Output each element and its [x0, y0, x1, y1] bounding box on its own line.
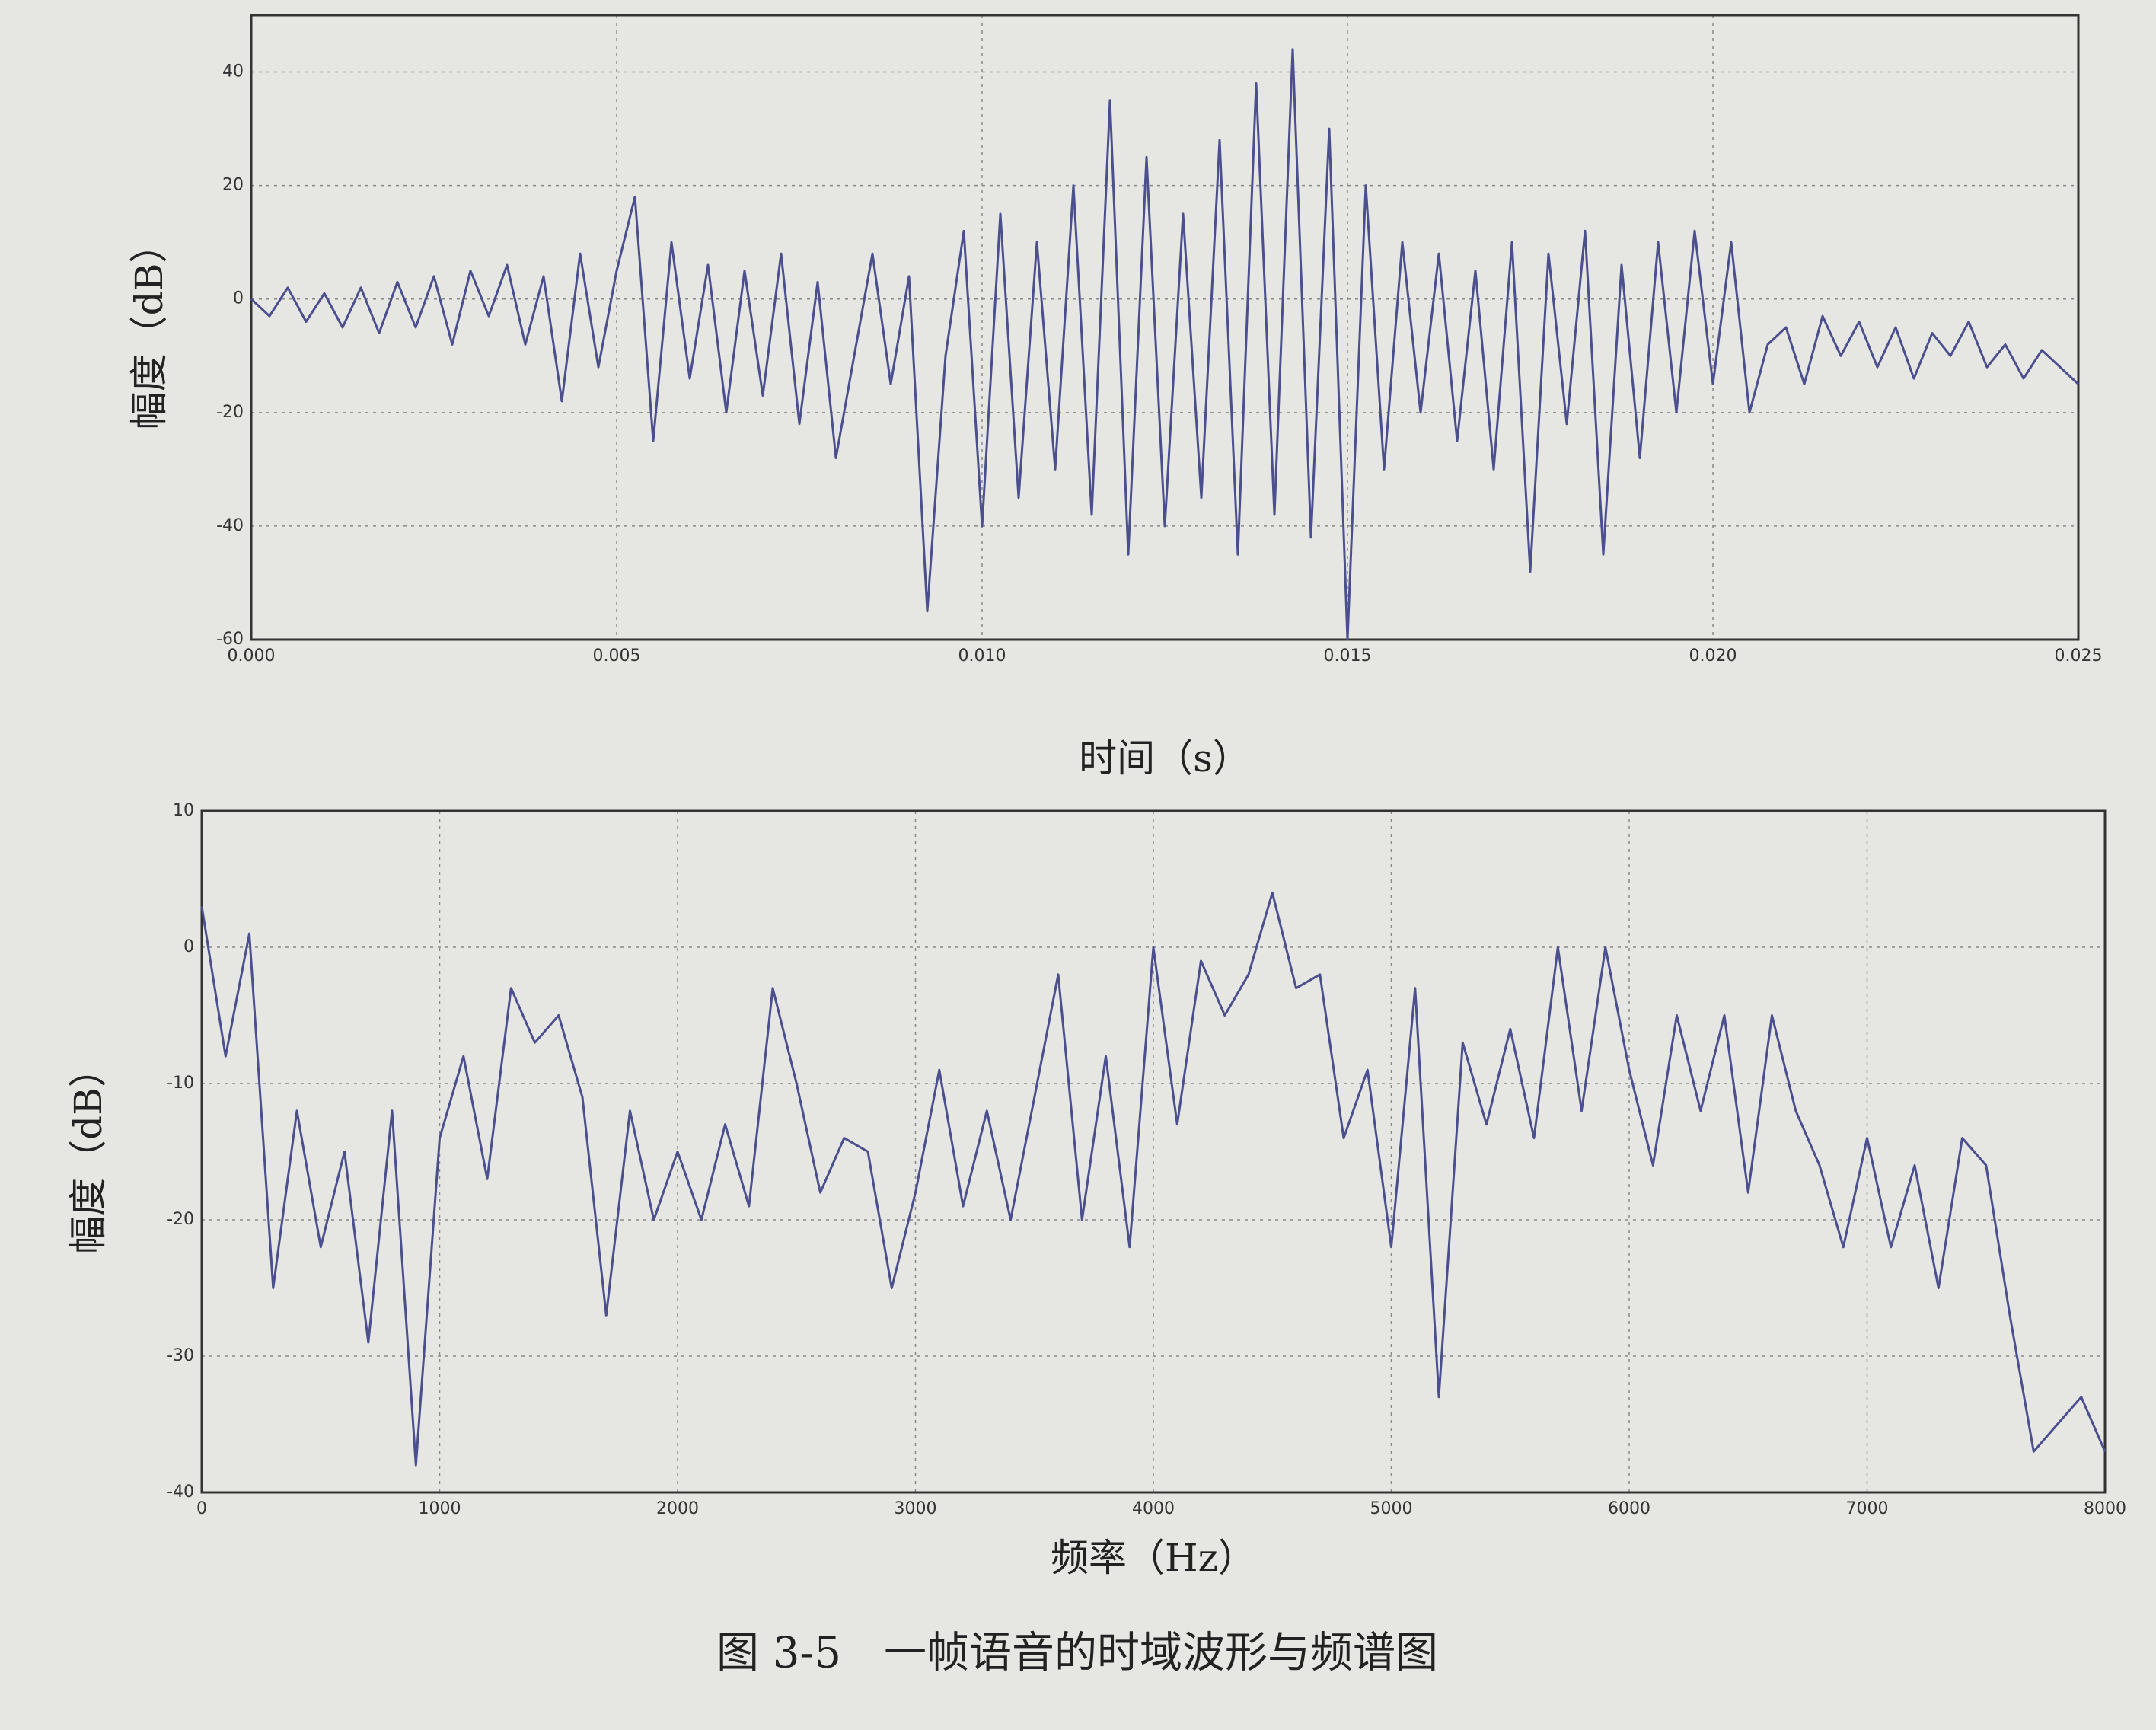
- x-tick-label: 0.025: [2055, 646, 2103, 666]
- figure-caption: 图 3-5 一帧语音的时域波形与频谱图: [716, 1629, 1438, 1678]
- y-axis-title: 幅度（dB）: [66, 1049, 110, 1254]
- y-tick-label: 40: [222, 62, 244, 81]
- x-tick-label: 0.015: [1324, 646, 1372, 666]
- y-tick-label: -30: [167, 1346, 194, 1365]
- y-tick-label: -40: [167, 1483, 194, 1502]
- x-tick-label: 0.010: [958, 646, 1006, 666]
- x-axis-title: 频率（Hz）: [1051, 1536, 1256, 1580]
- x-tick-label: 7000: [1846, 1499, 1889, 1518]
- plot-frame: [250, 14, 2080, 641]
- x-tick-label: 3000: [895, 1499, 937, 1518]
- y-tick-label: 0: [233, 289, 244, 308]
- x-tick-label: 0.020: [1689, 646, 1737, 666]
- data-line: [250, 48, 2080, 641]
- x-tick-label: 6000: [1608, 1499, 1650, 1518]
- x-tick-label: 8000: [2084, 1499, 2126, 1518]
- y-tick-label: 10: [173, 801, 194, 820]
- data-line: [200, 891, 2107, 1467]
- x-tick-label: 2000: [656, 1499, 699, 1518]
- x-tick-label: 0.000: [228, 646, 276, 666]
- y-tick-label: 0: [183, 937, 194, 956]
- y-tick-label: -40: [216, 516, 244, 535]
- y-axis-title: 幅度（dB）: [127, 225, 171, 430]
- y-tick-label: -10: [167, 1074, 194, 1093]
- x-tick-label: 0.005: [593, 646, 641, 666]
- plot-frame: [200, 809, 2107, 1494]
- x-tick-label: 0: [196, 1499, 207, 1518]
- x-axis-title: 时间（s）: [1079, 736, 1251, 780]
- y-tick-label: 20: [222, 176, 244, 195]
- x-tick-label: 4000: [1132, 1499, 1175, 1518]
- x-tick-label: 5000: [1370, 1499, 1413, 1518]
- y-tick-label: -20: [216, 403, 244, 422]
- y-tick-label: -60: [216, 630, 244, 649]
- y-tick-label: -20: [167, 1210, 194, 1229]
- x-tick-label: 1000: [419, 1499, 461, 1518]
